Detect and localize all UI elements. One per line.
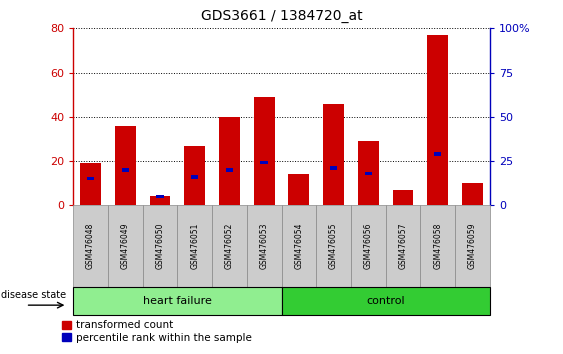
Text: GSM476049: GSM476049 xyxy=(121,223,129,269)
Bar xyxy=(434,152,441,156)
Text: GSM476059: GSM476059 xyxy=(468,223,477,269)
Text: GSM476058: GSM476058 xyxy=(434,223,442,269)
Text: GSM476054: GSM476054 xyxy=(294,223,303,269)
Bar xyxy=(226,168,233,172)
Bar xyxy=(462,183,483,205)
Bar xyxy=(87,177,94,181)
Bar xyxy=(365,172,372,175)
Bar xyxy=(330,166,337,170)
Bar xyxy=(455,205,490,287)
Bar xyxy=(142,205,177,287)
Bar xyxy=(191,175,198,179)
Bar xyxy=(73,205,108,287)
Text: GSM476051: GSM476051 xyxy=(190,223,199,269)
Text: GSM476057: GSM476057 xyxy=(399,223,408,269)
Bar xyxy=(80,163,101,205)
Bar xyxy=(115,126,136,205)
Text: GSM476053: GSM476053 xyxy=(260,223,269,269)
Bar xyxy=(358,141,379,205)
Bar xyxy=(316,205,351,287)
Text: GSM476052: GSM476052 xyxy=(225,223,234,269)
Bar xyxy=(73,287,282,315)
Legend: transformed count, percentile rank within the sample: transformed count, percentile rank withi… xyxy=(61,320,252,343)
Text: GSM476056: GSM476056 xyxy=(364,223,373,269)
Title: GDS3661 / 1384720_at: GDS3661 / 1384720_at xyxy=(200,9,363,23)
Bar xyxy=(108,205,142,287)
Text: GSM476048: GSM476048 xyxy=(86,223,95,269)
Bar xyxy=(261,161,268,165)
Bar xyxy=(157,195,164,198)
Text: heart failure: heart failure xyxy=(143,296,212,306)
Bar xyxy=(386,205,421,287)
Bar xyxy=(254,97,275,205)
Bar xyxy=(247,205,282,287)
Bar xyxy=(122,168,129,172)
Text: disease state: disease state xyxy=(2,290,66,300)
Bar xyxy=(427,35,448,205)
Bar xyxy=(177,205,212,287)
Bar xyxy=(392,190,413,205)
Bar xyxy=(212,205,247,287)
Bar xyxy=(150,196,171,205)
Bar xyxy=(323,104,344,205)
Text: GSM476055: GSM476055 xyxy=(329,223,338,269)
Text: GSM476050: GSM476050 xyxy=(155,223,164,269)
Bar xyxy=(421,205,455,287)
Bar xyxy=(184,145,205,205)
Bar xyxy=(282,205,316,287)
Text: control: control xyxy=(367,296,405,306)
Bar xyxy=(282,287,490,315)
Bar xyxy=(219,117,240,205)
Bar xyxy=(288,175,309,205)
Bar xyxy=(351,205,386,287)
